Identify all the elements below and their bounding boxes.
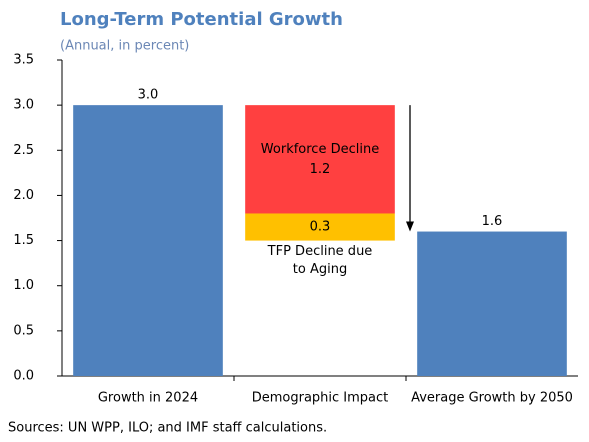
x-tick-label: Demographic Impact [252,391,389,406]
y-tick-label: 2.5 [13,143,34,158]
x-tick-label: Average Growth by 2050 [411,391,573,406]
chart-title: Long-Term Potential Growth [60,9,343,30]
bar [73,105,223,377]
y-tick-label: 0.5 [13,323,34,338]
decrement-bar [245,105,395,214]
chart-subtitle: (Annual, in percent) [60,39,189,54]
segment-name: Workforce Decline [261,142,379,157]
value-label: 0.3 [310,220,331,235]
y-tick-label: 3.0 [13,98,34,113]
y-tick-label: 3.5 [13,53,34,68]
source-note: Sources: UN WPP, ILO; and IMF staff calc… [8,421,327,436]
value-label: 1.2 [310,162,331,177]
y-tick-label: 1.5 [13,233,34,248]
decrement-bar [245,213,395,241]
x-tick-label: Growth in 2024 [98,391,198,406]
y-tick-label: 0.0 [13,369,34,384]
y-tick-label: 1.0 [13,278,34,293]
y-tick-label: 2.0 [13,188,34,203]
arrow-head [406,221,414,232]
bar [417,231,567,376]
value-label: 3.0 [138,88,159,103]
segment-name: TFP Decline due to Aging [267,243,373,277]
value-label: 1.6 [482,214,503,229]
